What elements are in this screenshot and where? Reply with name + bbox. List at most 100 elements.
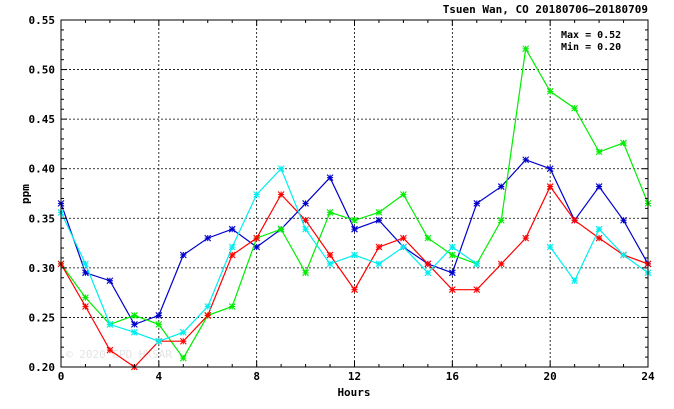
data-point-marker <box>179 354 187 362</box>
data-point-marker <box>571 104 579 112</box>
data-point-marker <box>522 45 530 53</box>
data-point-marker <box>130 312 138 319</box>
data-point-marker <box>82 303 89 310</box>
data-point-marker <box>497 260 505 268</box>
data-point-marker <box>351 216 358 224</box>
grid-lines <box>61 20 648 367</box>
data-point-marker <box>620 139 627 147</box>
data-point-marker <box>326 260 334 268</box>
y-tick-label: 0.45 <box>29 113 56 126</box>
data-point-marker <box>571 216 579 224</box>
series-layer <box>57 45 652 371</box>
data-point-marker <box>448 286 456 294</box>
data-point-marker <box>82 294 89 301</box>
y-tick-label: 0.55 <box>29 14 56 27</box>
data-point-marker <box>326 174 334 182</box>
data-point-marker <box>277 191 285 198</box>
data-point-marker <box>448 269 456 277</box>
x-tick-label: 16 <box>446 370 460 383</box>
watermark: © 2020 EPD HKSAR <box>66 348 172 361</box>
data-point-marker <box>400 243 407 251</box>
data-point-marker <box>546 243 554 251</box>
data-point-marker <box>302 216 309 224</box>
data-point-marker <box>106 320 114 328</box>
data-point-marker <box>179 328 187 336</box>
y-tick-label: 0.40 <box>29 163 56 176</box>
series-line <box>60 167 478 342</box>
data-point-marker <box>546 183 554 190</box>
data-point-marker <box>302 225 309 233</box>
x-axis-label: Hours <box>337 386 370 399</box>
data-point-marker <box>204 234 212 242</box>
data-point-marker <box>106 277 114 285</box>
data-point-marker <box>448 251 456 259</box>
data-point-marker <box>448 243 456 251</box>
data-point-marker <box>497 216 505 224</box>
chart-title: Tsuen Wan, CO 20180706–20180709 <box>443 3 648 16</box>
y-tick-label: 0.50 <box>29 64 56 77</box>
y-axis-label: ppm <box>19 184 32 204</box>
x-tick-label: 4 <box>156 370 163 383</box>
data-point-marker <box>400 191 407 198</box>
data-point-marker <box>228 225 236 233</box>
axis-ticks: 0 4 8 12 16 20 24 0.20 0.25 0.30 0.35 0.40 0.45 0.50 0… <box>29 14 655 383</box>
x-tick-label: 20 <box>544 370 557 383</box>
series-line <box>60 46 649 360</box>
max-annotation: Max = 0.52 <box>561 30 621 41</box>
data-point-marker <box>375 216 383 224</box>
data-point-marker <box>522 156 530 164</box>
data-point-marker <box>302 269 309 277</box>
data-point-marker <box>179 337 187 345</box>
data-point-marker <box>82 260 89 268</box>
data-point-marker <box>351 286 358 294</box>
data-point-marker <box>424 234 432 242</box>
data-point-marker <box>204 303 212 310</box>
data-point-marker <box>473 260 481 268</box>
data-point-marker <box>302 200 309 207</box>
data-point-marker <box>546 87 554 95</box>
data-point-marker <box>277 225 285 233</box>
min-annotation: Min = 0.20 <box>561 41 621 53</box>
data-point-marker <box>155 312 163 319</box>
data-point-marker <box>277 165 285 173</box>
data-point-marker <box>595 183 603 190</box>
data-point-marker <box>375 208 383 216</box>
x-tick-label: 24 <box>641 370 655 383</box>
data-point-marker <box>473 286 481 294</box>
data-point-marker <box>253 234 261 242</box>
data-point-marker <box>473 200 481 207</box>
data-point-marker <box>375 243 383 251</box>
series-3 <box>57 165 652 345</box>
data-point-marker <box>130 328 138 336</box>
data-point-marker <box>351 251 358 259</box>
data-point-marker <box>375 260 383 268</box>
data-point-marker <box>326 251 334 259</box>
data-point-marker <box>400 234 407 242</box>
data-point-marker <box>424 260 432 268</box>
data-point-marker <box>522 234 530 242</box>
data-point-marker <box>204 312 212 319</box>
data-point-marker <box>546 165 554 173</box>
data-point-marker <box>253 191 261 198</box>
data-point-marker <box>228 243 236 251</box>
data-point-marker <box>155 320 163 328</box>
data-point-marker <box>155 337 163 345</box>
data-point-marker <box>106 346 114 354</box>
data-point-marker <box>82 269 89 277</box>
y-tick-label: 0.30 <box>29 262 56 275</box>
data-point-marker <box>595 234 603 242</box>
x-tick-label: 0 <box>58 370 65 383</box>
x-tick-label: 12 <box>348 370 361 383</box>
y-tick-label: 0.20 <box>29 361 56 374</box>
data-point-marker <box>571 277 579 285</box>
data-point-marker <box>424 269 432 277</box>
data-point-marker <box>620 216 627 224</box>
data-point-marker <box>179 251 187 259</box>
data-point-marker <box>228 303 236 310</box>
data-point-marker <box>497 183 505 190</box>
data-point-marker <box>595 148 603 156</box>
data-point-marker <box>130 320 138 328</box>
data-point-marker <box>326 208 334 216</box>
x-tick-label: 8 <box>253 370 260 383</box>
